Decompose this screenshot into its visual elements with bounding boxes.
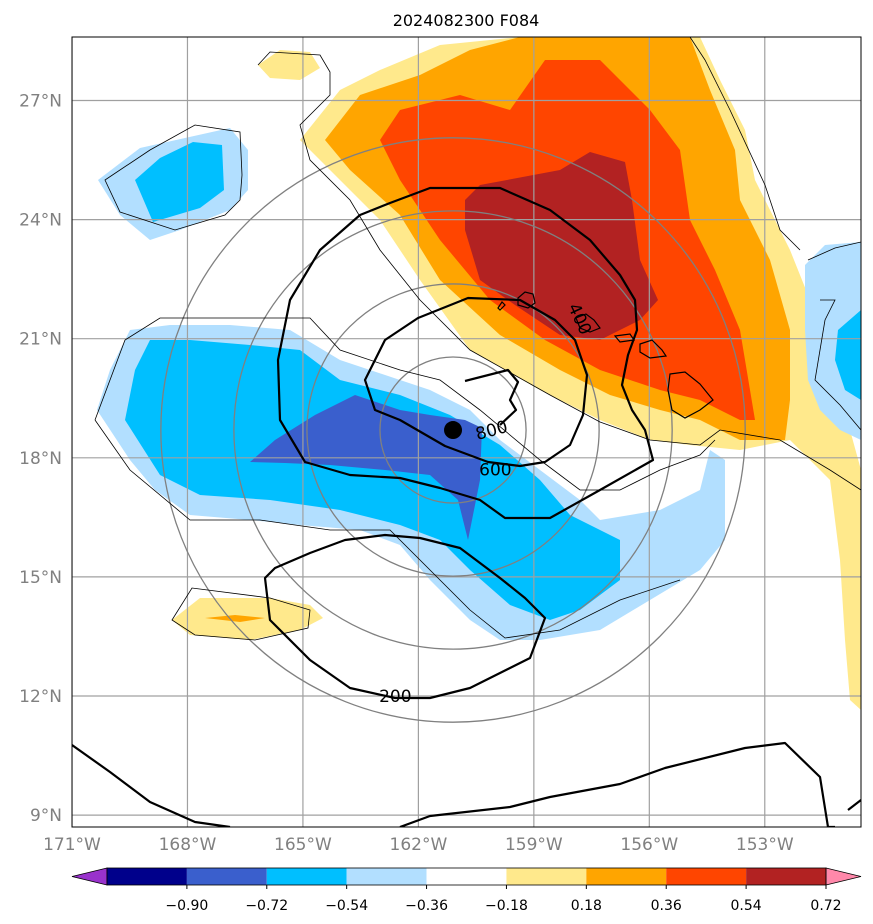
y-tick-label: 9°N — [30, 806, 62, 826]
x-tick-label: 156°W — [620, 835, 678, 855]
outline-main — [94, 317, 716, 491]
shade-neg-0.54-main — [250, 395, 482, 540]
y-tick-label: 27°N — [19, 92, 62, 112]
x-tick-label: 165°W — [274, 835, 332, 855]
contours — [72, 186, 861, 827]
colorbar-segment — [746, 868, 826, 885]
outline-south-box — [171, 587, 311, 641]
y-tick-label: 12°N — [19, 687, 62, 707]
colorbar-label: −0.54 — [325, 898, 368, 914]
colorbar-label: 0.18 — [571, 898, 602, 914]
contour-400 — [276, 186, 655, 520]
contour-label: 600 — [479, 461, 511, 481]
contour-800 — [464, 368, 520, 426]
colorbar-label: 0.54 — [731, 898, 762, 914]
outline-main-south — [94, 419, 681, 639]
contour-lower — [72, 741, 861, 827]
x-tick-label: 153°W — [736, 835, 794, 855]
range-ring — [379, 356, 527, 504]
x-axis-tick-labels: 171°W 168°W 165°W 162°W 159°W 156°W 153°W — [43, 835, 794, 855]
colorbar-segment — [266, 868, 347, 885]
storm-center-marker — [444, 421, 463, 440]
y-tick-label: 18°N — [19, 449, 62, 469]
island-oahu — [575, 313, 601, 333]
colorbar: −0.90 −0.72 −0.54 −0.36 −0.18 0.18 0.36 0.54 0.7… — [71, 867, 862, 914]
shade-neg-0.36-main — [125, 340, 620, 620]
colorbar-label: −0.72 — [245, 898, 288, 914]
colorbar-label: 0.36 — [651, 898, 682, 914]
contour-200-upper — [263, 533, 547, 700]
contour-label: 200 — [379, 687, 411, 707]
colorbar-frame — [106, 867, 827, 886]
map-frame — [71, 36, 862, 828]
colorbar-extend-max — [825, 867, 862, 886]
chart-title: 2024082300 F084 — [393, 11, 540, 30]
island-hawaii — [667, 371, 714, 419]
outline-nw-box — [104, 124, 243, 231]
outline-north-east — [689, 37, 801, 251]
colorbar-label: −0.18 — [485, 898, 528, 914]
grid-lines — [72, 37, 861, 827]
contour-600 — [363, 296, 589, 468]
x-tick-label: 168°W — [159, 835, 217, 855]
range-ring — [233, 210, 673, 650]
colorbar-segment — [426, 868, 507, 885]
island-niihau — [497, 301, 506, 311]
y-tick-label: 15°N — [19, 568, 62, 588]
shade-pos-0.36-south — [205, 615, 265, 622]
shade-pos-0.18-small — [258, 50, 320, 80]
island-kauai — [517, 291, 536, 309]
island-maui — [639, 339, 668, 359]
shade-neg-0.36-nw — [135, 142, 224, 222]
colorbar-label: −0.36 — [405, 898, 448, 914]
shade-pos-0.72 — [465, 152, 658, 340]
y-tick-label: 21°N — [19, 330, 62, 350]
y-axis-tick-labels: 9°N 12°N 15°N 18°N 21°N 24°N 27°N — [19, 92, 62, 827]
outline-north — [257, 51, 861, 491]
x-tick-label: 162°W — [390, 835, 448, 855]
field-outlines — [94, 37, 861, 641]
range-ring — [306, 283, 600, 577]
x-tick-label: 159°W — [505, 835, 563, 855]
colorbar-segment — [506, 868, 587, 885]
range-ring — [160, 137, 746, 723]
y-tick-label: 24°N — [19, 211, 62, 231]
colorbar-segment — [666, 868, 747, 885]
outline-east — [807, 241, 861, 431]
colorbar-label: 0.72 — [810, 898, 841, 914]
shading-negative — [97, 128, 861, 640]
shade-neg-0.36-east — [835, 310, 861, 400]
colorbar-segment — [107, 868, 187, 885]
colorbar-segment — [186, 868, 267, 885]
x-tick-label: 171°W — [43, 835, 101, 855]
range-rings — [160, 137, 746, 723]
colorbar-segment — [586, 868, 667, 885]
colorbar-extend-min — [71, 867, 108, 886]
colorbar-segment — [346, 868, 427, 885]
colorbar-label: −0.90 — [165, 898, 208, 914]
